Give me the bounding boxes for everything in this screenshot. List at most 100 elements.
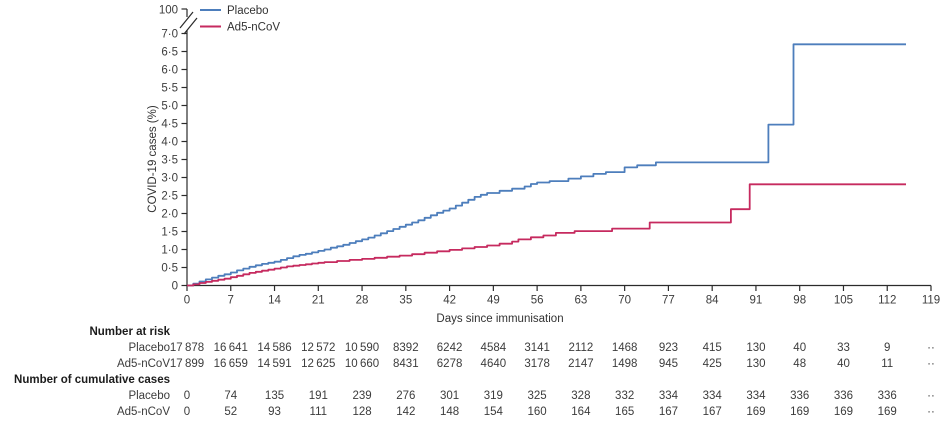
at-risk-row-placebo-value: 14 586 bbox=[257, 342, 292, 354]
cumulative-row-ad5-ncov-value: 160 bbox=[527, 406, 547, 418]
y-tick-label: 7·0 bbox=[161, 29, 178, 41]
x-tick-label: 21 bbox=[312, 295, 325, 307]
cumulative-row-ad5-ncov-value: 52 bbox=[224, 406, 238, 418]
cumulative-row-ad5-ncov-value: 128 bbox=[352, 406, 372, 418]
at-risk-row-placebo-value: 16 641 bbox=[213, 342, 248, 354]
x-tick-label: 7 bbox=[228, 295, 234, 307]
x-tick-label: 28 bbox=[356, 295, 369, 307]
cumulative-row-ad5-ncov-value: 148 bbox=[439, 406, 460, 418]
cumulative-row-ad5-ncov-value: 164 bbox=[571, 406, 591, 418]
cumulative-row-placebo-value: 74 bbox=[224, 390, 238, 402]
cumulative-row-ad5-ncov-value: 169 bbox=[746, 406, 766, 418]
at-risk-row-placebo-value: 40 bbox=[793, 342, 807, 354]
cumulative-row-placebo-value: 276 bbox=[396, 390, 416, 402]
ad5-ncov-curve bbox=[187, 183, 906, 287]
cumulative-row-placebo-value: 336 bbox=[833, 390, 854, 402]
table-section-cumulative-cases-label: Number of cumulative cases bbox=[14, 374, 170, 386]
cumulative-row-placebo-value: 332 bbox=[615, 390, 635, 402]
at-risk-row-placebo-value: 6242 bbox=[436, 342, 463, 354]
x-tick-label: 70 bbox=[618, 295, 631, 307]
x-tick-label: 105 bbox=[834, 295, 853, 307]
legend-label-placebo: Placebo bbox=[227, 5, 269, 17]
at-risk-row-placebo-value: 33 bbox=[837, 342, 850, 354]
at-risk-row-ad5-ncov-value: 11 bbox=[881, 358, 894, 370]
cumulative-row-placebo-value: 325 bbox=[527, 390, 547, 402]
y-axis-label: COVID-19 cases (%) bbox=[147, 105, 159, 213]
cumulative-row-placebo-value: 334 bbox=[658, 390, 678, 402]
y-tick-label: 1·0 bbox=[161, 245, 178, 257]
x-tick-label: 42 bbox=[443, 295, 456, 307]
cumulative-row-ad5-ncov-value: 0 bbox=[183, 406, 191, 418]
x-tick-label: 0 bbox=[184, 295, 190, 307]
at-risk-row-placebo-value: 415 bbox=[702, 342, 722, 354]
y-tick-label: 2·5 bbox=[161, 191, 178, 203]
placebo-curve bbox=[187, 43, 906, 287]
axis-break-slash bbox=[183, 17, 198, 35]
x-tick-label: 119 bbox=[922, 295, 940, 307]
x-tick-label: 98 bbox=[793, 295, 806, 307]
x-tick-label: 56 bbox=[531, 295, 544, 307]
at-risk-row-placebo-value: 3141 bbox=[524, 342, 550, 354]
table-section-number-at-risk-label: Number at risk bbox=[89, 326, 170, 338]
x-tick-label: 84 bbox=[706, 295, 719, 307]
y-tick-label: 4·0 bbox=[161, 137, 178, 149]
at-risk-row-placebo-value: 923 bbox=[658, 342, 678, 354]
at-risk-row-ad5-ncov-value: 40 bbox=[837, 358, 850, 370]
y-tick-label: 2·0 bbox=[161, 209, 178, 221]
axis-break-slash bbox=[179, 11, 194, 29]
x-tick-label: 14 bbox=[268, 295, 281, 307]
at-risk-row-placebo-value: 12 572 bbox=[301, 342, 336, 354]
y-tick-label: 4·5 bbox=[161, 119, 178, 131]
x-tick-label: 91 bbox=[750, 295, 763, 307]
cumulative-row-placebo-value: 334 bbox=[702, 390, 722, 402]
cumulative-row-ad5-ncov-value: 142 bbox=[396, 406, 416, 418]
cumulative-row-ad5-ncov-value: 93 bbox=[268, 406, 281, 418]
cumulative-row-ad5-ncov-value: 169 bbox=[833, 406, 854, 418]
y-tick-label: 1·5 bbox=[161, 227, 178, 239]
at-risk-row-placebo-value: 8392 bbox=[393, 342, 419, 354]
cumulative-row-ad5-ncov-value: 169 bbox=[790, 406, 810, 418]
y-tick-label: 5·0 bbox=[161, 101, 178, 113]
cumulative-row-placebo-value: 135 bbox=[264, 390, 285, 402]
at-risk-row-ad5-ncov-value: 425 bbox=[702, 358, 722, 370]
y-tick-label: 0 bbox=[172, 281, 178, 293]
at-risk-row-placebo-value: 1468 bbox=[611, 342, 638, 354]
cumulative-row-placebo-label: Placebo bbox=[128, 390, 170, 402]
cumulative-row-placebo-value: 239 bbox=[352, 390, 372, 402]
at-risk-row-ad5-ncov-value: 12 625 bbox=[301, 358, 336, 370]
cumulative-row-placebo-value: 336 bbox=[877, 390, 897, 402]
x-tick-label: 49 bbox=[487, 295, 500, 307]
at-risk-row-placebo-value: 10 590 bbox=[344, 342, 380, 354]
at-risk-row-ad5-ncov-value: 14 591 bbox=[257, 358, 292, 370]
at-risk-row-ad5-ncov-value: 945 bbox=[658, 358, 678, 370]
at-risk-row-ad5-ncov-value: 6278 bbox=[436, 358, 463, 370]
at-risk-row-ad5-ncov-label: Ad5-nCoV bbox=[116, 358, 170, 370]
at-risk-row-ad5-ncov-value: 2147 bbox=[568, 358, 594, 370]
y-tick-label: 6·5 bbox=[161, 47, 178, 59]
at-risk-row-ad5-ncov-value: 1498 bbox=[611, 358, 638, 370]
cumulative-row-placebo-value: 336 bbox=[790, 390, 810, 402]
cumulative-row-placebo-value: 0 bbox=[183, 390, 191, 402]
cumulative-row-ad5-ncov-value: ·· bbox=[927, 406, 935, 418]
cumulative-row-ad5-ncov-value: 165 bbox=[615, 406, 635, 418]
y-tick-label-100: 100 bbox=[159, 5, 178, 17]
x-tick-label: 112 bbox=[878, 295, 896, 307]
at-risk-row-ad5-ncov-value: ·· bbox=[927, 358, 935, 370]
at-risk-row-ad5-ncov-value: 8431 bbox=[393, 358, 419, 370]
at-risk-row-ad5-ncov-value: 130 bbox=[746, 358, 766, 370]
x-tick-label: 63 bbox=[574, 295, 587, 307]
y-tick-label: 0·5 bbox=[161, 263, 178, 275]
at-risk-row-ad5-ncov-value: 10 660 bbox=[344, 358, 380, 370]
cumulative-row-placebo-value: 191 bbox=[308, 390, 328, 402]
at-risk-row-ad5-ncov-value: 16 659 bbox=[213, 358, 248, 370]
cumulative-row-ad5-ncov-value: 167 bbox=[702, 406, 722, 418]
at-risk-row-placebo-value: 17 878 bbox=[169, 342, 205, 354]
x-tick-label: 77 bbox=[662, 295, 675, 307]
at-risk-row-placebo-value: 130 bbox=[746, 342, 766, 354]
y-tick-label: 3·5 bbox=[161, 155, 178, 167]
at-risk-row-placebo-value: 2112 bbox=[568, 342, 594, 354]
at-risk-row-ad5-ncov-value: 3178 bbox=[524, 358, 550, 370]
